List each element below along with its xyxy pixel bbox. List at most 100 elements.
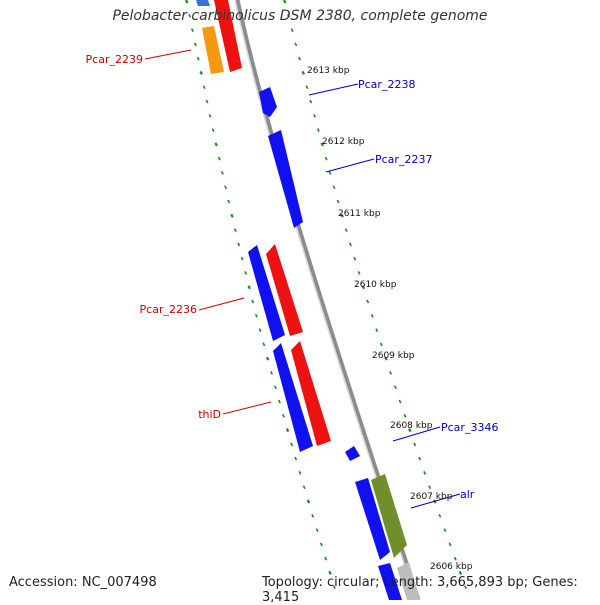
tick-mark-outer	[340, 213, 344, 218]
tick-mark-inner	[196, 56, 200, 61]
tick-mark-inner	[211, 128, 215, 132]
topology-text: Topology: circular; Length: 3,665,893 bp…	[262, 575, 578, 605]
tick-mark-inner	[294, 456, 298, 461]
tick-mark-inner	[311, 513, 315, 518]
tick-mark-outer	[332, 185, 336, 190]
tick-mark-inner	[285, 428, 290, 433]
gene-arrow-top-red[interactable]	[214, 0, 242, 72]
gene-label-pcar-3346[interactable]: Pcar_3346	[441, 421, 498, 434]
tick-mark-outer	[286, 13, 290, 18]
tick-mark-outer	[408, 428, 412, 433]
callout-line-pcar-2236	[198, 297, 245, 311]
tick-mark-outer	[453, 556, 457, 561]
tick-mark-outer	[448, 542, 452, 547]
tick-mark-inner	[302, 485, 306, 490]
tick-mark-outer	[328, 171, 332, 175]
gene-label-pcar-2236[interactable]: Pcar_2236	[140, 303, 197, 316]
callout-line-thid	[222, 401, 272, 415]
gene-arrow-pcar-3346[interactable]	[345, 446, 360, 461]
gene-arrow-thid[interactable]	[273, 343, 313, 452]
tick-mark-outer	[316, 128, 320, 132]
tick-mark-outer	[413, 442, 417, 447]
gene-arrow-pcar-2239[interactable]	[202, 26, 224, 74]
tick-mark-outer	[418, 456, 422, 461]
gene-arrow-bottom-gray[interactable]	[397, 562, 420, 600]
tick-mark-outer	[464, 585, 468, 590]
tick-mark-outer	[389, 371, 393, 375]
tick-mark-inner	[214, 142, 218, 147]
scale-label-2606: 2606 kbp	[430, 562, 473, 572]
tick-mark-outer	[438, 513, 442, 518]
gene-label-alr[interactable]: alr	[460, 488, 475, 501]
scale-label-2613: 2613 kbp	[307, 66, 350, 76]
tick-mark-inner	[270, 371, 274, 375]
tick-mark-outer	[353, 256, 357, 261]
tick-mark-inner	[217, 156, 221, 161]
gene-label-pcar-2239[interactable]: Pcar_2239	[86, 53, 143, 66]
tick-mark-outer	[403, 413, 407, 418]
tick-mark-outer	[348, 242, 352, 247]
tick-mark-inner	[328, 570, 332, 575]
tick-mark-inner	[202, 85, 206, 90]
gene-arrow-alr[interactable]	[371, 474, 407, 558]
scale-label-2611: 2611 kbp	[338, 209, 381, 219]
gene-arrow-red-2[interactable]	[291, 341, 331, 446]
gene-arrow-red-1[interactable]	[266, 244, 303, 336]
callout-line-alr	[410, 493, 461, 509]
scale-labels: 2613 kbp 2612 kbp 2611 kbp 2610 kbp 2609…	[307, 66, 473, 572]
tick-mark-inner	[199, 70, 203, 75]
tick-mark-outer	[301, 70, 305, 75]
tick-mark-outer	[320, 142, 324, 147]
gene-arrow-pcar-2238[interactable]	[259, 87, 277, 117]
gene-labels: Pcar_2239 Pcar_2238 Pcar_2237 Pcar_2236 …	[86, 53, 499, 501]
tick-mark-inner	[224, 185, 228, 190]
gene-arrow-blue-lower[interactable]	[355, 478, 390, 560]
tick-mark-outer	[309, 99, 313, 104]
tick-mark-outer	[305, 85, 309, 90]
tick-mark-inner	[230, 213, 234, 218]
tick-mark-inner	[220, 171, 224, 175]
tick-mark-inner	[315, 528, 319, 532]
tick-mark-inner	[265, 356, 270, 361]
tick-mark-inner	[240, 256, 244, 261]
tick-mark-outer	[393, 385, 397, 390]
scale-label-2610: 2610 kbp	[354, 280, 397, 290]
tick-mark-outer	[294, 42, 298, 47]
tick-mark-outer	[366, 299, 370, 304]
tick-mark-outer	[283, 0, 287, 4]
tick-mark-inner	[247, 285, 251, 290]
gene-arrow-bottom-blue[interactable]	[378, 563, 402, 600]
gene-arrow-top-blue[interactable]	[196, 0, 210, 6]
gene-label-pcar-2237[interactable]: Pcar_2237	[375, 153, 432, 166]
tick-mark-outer	[428, 485, 432, 490]
callout-line-pcar-3346	[392, 426, 441, 442]
tick-mark-outer	[384, 356, 388, 361]
tick-mark-outer	[443, 528, 447, 532]
gene-features	[196, 0, 420, 600]
gene-label-pcar-2238[interactable]: Pcar_2238	[358, 78, 415, 91]
gene-arrow-pcar-2236[interactable]	[248, 245, 285, 341]
map-title: Pelobacter carbinolicus DSM 2380, comple…	[112, 8, 488, 24]
scale-label-2607: 2607 kbp	[410, 492, 453, 502]
gene-arrow-pcar-2237[interactable]	[268, 130, 303, 228]
tick-mark-outer	[375, 328, 379, 332]
tick-mark-outer	[423, 471, 427, 475]
tick-mark-inner	[227, 199, 231, 204]
callout-line-pcar-2237	[325, 158, 375, 173]
tick-mark-inner	[205, 99, 209, 104]
callout-lines	[144, 49, 461, 509]
scale-label-2608: 2608 kbp	[390, 421, 433, 431]
tick-mark-outer	[357, 271, 361, 275]
callout-line-pcar-2238	[308, 83, 359, 96]
tick-mark-outer	[344, 228, 348, 232]
tick-mark-outer	[324, 156, 328, 161]
gene-label-thid[interactable]: thiD	[198, 408, 221, 421]
tick-mark-outer	[458, 570, 463, 575]
tick-mark-inner	[185, 0, 189, 4]
tick-mark-inner	[290, 442, 294, 447]
tick-mark-inner	[258, 328, 262, 332]
scale-label-2609: 2609 kbp	[372, 351, 415, 361]
tick-mark-inner	[233, 228, 237, 232]
tick-mark-inner	[190, 28, 194, 32]
